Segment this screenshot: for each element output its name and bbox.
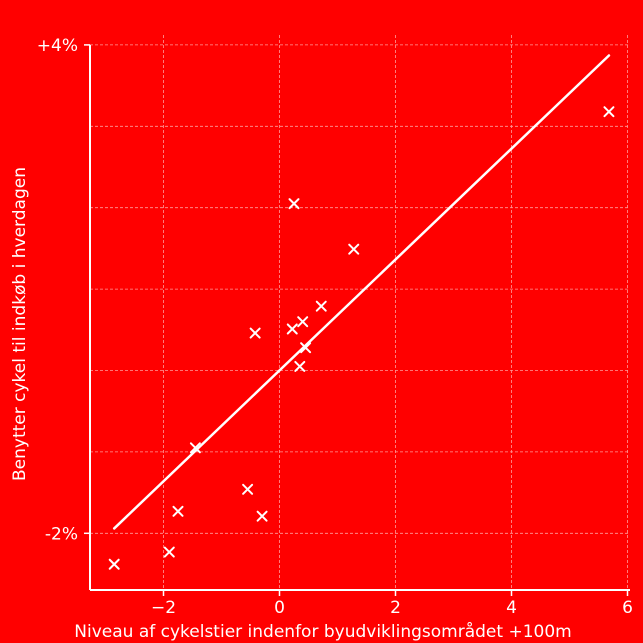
data-point: [294, 360, 306, 372]
data-point: [315, 300, 327, 312]
y-tick-label: -2%: [45, 524, 78, 544]
data-point: [172, 505, 184, 517]
data-point: [249, 327, 261, 339]
data-points: [108, 106, 615, 570]
data-point: [242, 483, 254, 495]
data-point: [348, 243, 360, 255]
x-tick-label: 2: [390, 598, 401, 618]
y-axis-label: Benytter cykel til indkøb i hverdagen: [10, 167, 30, 481]
x-tick-label: −2: [151, 598, 176, 618]
x-tick-label: 6: [622, 598, 633, 618]
data-point: [163, 546, 175, 558]
axes: [89, 45, 630, 591]
x-tick-label: 0: [274, 598, 285, 618]
data-point: [189, 442, 201, 454]
x-tick-label: 4: [506, 598, 517, 618]
data-point: [286, 323, 298, 335]
data-point: [603, 106, 615, 118]
data-point: [297, 316, 309, 328]
data-point: [288, 198, 300, 210]
data-point: [300, 342, 312, 354]
data-point: [256, 510, 268, 522]
x-axis-label: Niveau af cykelstier indenfor byudviklin…: [74, 621, 571, 642]
data-point: [108, 558, 120, 570]
tick-labels: −2 0 2 4 6 -2% +4%: [37, 36, 633, 618]
y-tick-label: +4%: [37, 36, 78, 56]
grid: [90, 35, 630, 590]
